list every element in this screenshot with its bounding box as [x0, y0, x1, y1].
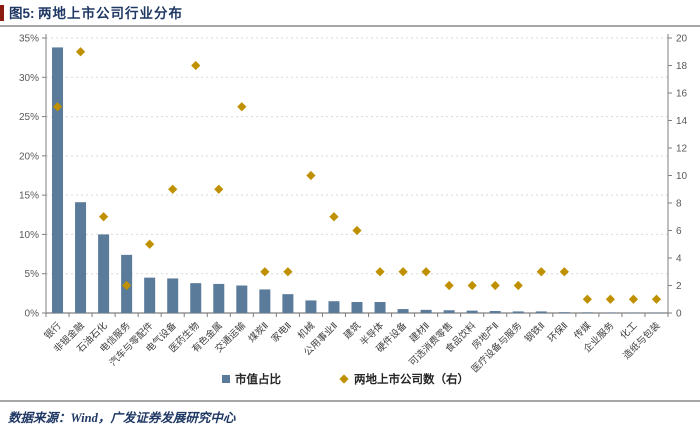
- marker-diamond: [444, 280, 454, 291]
- bar: [512, 311, 524, 313]
- marker-diamond: [168, 184, 178, 194]
- bar: [420, 309, 432, 313]
- bar: [328, 301, 340, 313]
- marker-diamond: [605, 294, 616, 304]
- marker-diamond: [214, 184, 224, 194]
- data-source: 数据来源：Wind，广发证券发展研究中心: [8, 411, 236, 425]
- left-axis-tick-label: 30%: [19, 73, 39, 84]
- figure-header: 图5: 两地上市公司行业分布: [0, 0, 700, 27]
- bar: [466, 310, 478, 313]
- right-axis-tick-label: 10: [676, 171, 688, 182]
- bar: [489, 311, 501, 313]
- bar: [558, 312, 570, 313]
- chart-area: 0% 5% 10% 15% 20% 25% 30% 35% 0 2 4 6 8 10 12 14 16 18 20 银…: [0, 28, 700, 400]
- right-axis-tick-label: 0: [676, 309, 682, 320]
- marker-diamond: [375, 267, 385, 277]
- marker-diamond: [628, 294, 639, 304]
- right-axis-tick-label: 6: [676, 226, 682, 237]
- right-axis-tick-label: 8: [676, 199, 682, 210]
- marker-diamond: [75, 47, 86, 57]
- marker-diamond: [283, 267, 293, 277]
- right-axis-tick-label: 18: [676, 61, 688, 72]
- bar: [351, 302, 363, 313]
- bar: [213, 283, 225, 313]
- marker-diamond: [536, 267, 546, 277]
- bar: [535, 311, 547, 313]
- marker-diamond: [352, 225, 362, 236]
- bar: [98, 234, 110, 313]
- marker-diamond: [237, 102, 247, 112]
- right-axis-tick-label: 14: [676, 116, 688, 127]
- x-axis-label: 煤炭Ⅱ: [246, 320, 271, 345]
- combo-chart: 0%5%10%15%20%25%30%35%02468101214161820银…: [19, 34, 688, 387]
- legend-bar-swatch: [222, 375, 230, 383]
- marker-diamond: [582, 294, 592, 304]
- marker-diamond: [329, 212, 339, 222]
- x-axis-label: 家电Ⅱ: [269, 320, 294, 345]
- legend-label-bar: 市值占比: [235, 372, 281, 386]
- right-axis-tick-label: 4: [676, 254, 682, 265]
- bar: [167, 278, 179, 313]
- bar: [443, 310, 455, 313]
- bar: [282, 294, 294, 313]
- marker-diamond: [559, 267, 569, 277]
- accent-bar: [0, 5, 4, 21]
- x-axis-label: 钢铁Ⅱ: [522, 320, 547, 345]
- left-axis-tick-label: 0%: [25, 309, 40, 320]
- marker-diamond: [467, 280, 477, 291]
- bar: [52, 47, 64, 313]
- marker-diamond: [260, 267, 270, 277]
- marker-diamond: [145, 239, 155, 249]
- left-axis-tick-label: 25%: [19, 112, 39, 123]
- figure-number: 图5:: [9, 6, 35, 21]
- bar: [374, 302, 386, 313]
- marker-diamond: [191, 60, 201, 71]
- left-axis-tick-label: 10%: [19, 230, 39, 241]
- legend-label-marker: 两地上市公司数（右）: [354, 372, 469, 386]
- bar: [305, 300, 317, 313]
- left-axis-tick-label: 5%: [25, 269, 40, 280]
- right-axis-tick-label: 12: [676, 144, 688, 155]
- bar: [236, 285, 248, 313]
- bar: [190, 283, 202, 313]
- marker-diamond: [651, 294, 662, 304]
- right-axis-tick-label: 20: [676, 34, 688, 45]
- marker-diamond: [122, 280, 132, 291]
- marker-diamond: [513, 280, 523, 291]
- left-axis-tick-label: 20%: [19, 151, 39, 162]
- bar: [259, 289, 271, 313]
- x-axis-label: 环保Ⅱ: [545, 320, 570, 345]
- left-axis-tick-label: 35%: [19, 34, 39, 45]
- bar: [397, 309, 409, 313]
- marker-diamond: [421, 267, 431, 277]
- right-axis-tick-label: 2: [676, 281, 682, 292]
- marker-diamond: [306, 170, 316, 181]
- legend-marker-swatch: [339, 374, 349, 384]
- figure-footer: 数据来源：Wind，广发证券发展研究中心: [0, 400, 700, 427]
- marker-diamond: [98, 212, 109, 222]
- marker-diamond: [398, 267, 408, 277]
- left-axis-tick-label: 15%: [19, 191, 39, 202]
- marker-diamond: [490, 280, 500, 291]
- bar: [581, 312, 593, 313]
- bar: [75, 202, 87, 313]
- marker-diamond: [52, 102, 63, 112]
- right-axis-tick-label: 16: [676, 89, 688, 100]
- bar: [144, 277, 156, 313]
- figure-title: 两地上市公司行业分布: [38, 6, 183, 21]
